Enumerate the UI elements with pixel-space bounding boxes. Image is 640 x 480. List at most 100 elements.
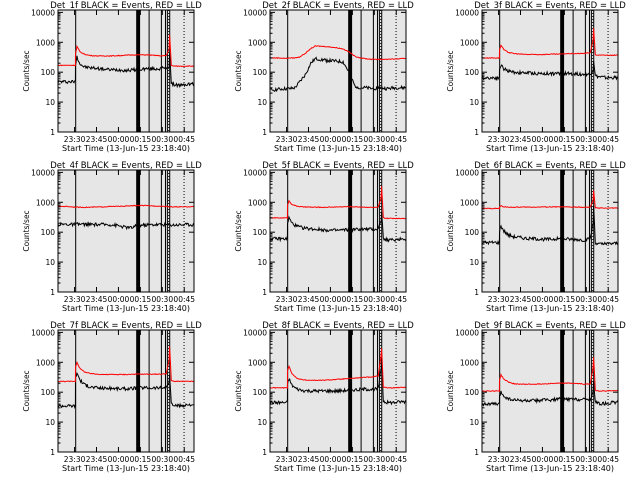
x-tick-label: 00:00 [532, 135, 554, 144]
y-tick-label: 10 [257, 98, 267, 107]
x-tick-label: 00:45 [385, 455, 407, 464]
y-tick-label: 10000 [31, 8, 55, 17]
axes-frame [481, 329, 619, 453]
series-events-line [269, 56, 406, 93]
y-tick-label: 1000 [460, 198, 479, 207]
x-tick-label: 00:15 [554, 295, 576, 304]
y-tick-label: 1000 [36, 38, 55, 47]
y-axis-label: Counts/sec [234, 210, 243, 251]
x-tick-label: 00:30 [151, 455, 173, 464]
y-tick-label: 1 [262, 448, 267, 457]
y-tick-label: 10000 [455, 168, 479, 177]
x-axis-label: Start Time (13-Jun-15 23:18:40) [274, 464, 402, 473]
plot-area [482, 330, 618, 452]
chart-title: Det_7f BLACK = Events, RED = LLD [50, 321, 202, 331]
x-tick-label: 00:30 [575, 455, 597, 464]
series-lld-line [269, 45, 407, 61]
y-tick-label: 1 [50, 128, 55, 137]
x-axis-label: Start Time (13-Jun-15 23:18:40) [62, 464, 190, 473]
x-tick-label: 00:45 [597, 455, 619, 464]
axes-frame [57, 329, 195, 453]
x-axis-label: Start Time (13-Jun-15 23:18:40) [486, 144, 614, 153]
series-lld-line [269, 186, 407, 220]
y-tick-label: 1000 [248, 198, 267, 207]
y-tick-label: 1000 [460, 38, 479, 47]
x-tick-label: 23:30 [488, 135, 510, 144]
y-tick-label: 1 [474, 288, 479, 297]
chart-panel-8: Det_8f BLACK = Events, RED = LLD 1 10 100 10… [234, 321, 414, 473]
x-tick-label: 23:30 [64, 455, 86, 464]
chart-panel-4: Det_4f BLACK = Events, RED = LLD 1 10 100 10… [22, 161, 202, 313]
x-axis-label: Start Time (13-Jun-15 23:18:40) [62, 144, 190, 153]
y-axis-label: Counts/sec [234, 370, 243, 411]
series-events-line [269, 357, 407, 406]
series-events-line [481, 61, 619, 82]
y-axis-label: Counts/sec [446, 50, 455, 91]
x-tick-label: 23:30 [276, 455, 298, 464]
x-tick-label: 00:15 [342, 295, 364, 304]
x-tick-label: 00:15 [554, 135, 576, 144]
y-tick-label: 1 [474, 448, 479, 457]
chart-panel-3: Det_3f BLACK = Events, RED = LLD 1 10 100 10… [446, 1, 626, 153]
x-tick-label: 23:30 [276, 295, 298, 304]
y-axis-label: Counts/sec [22, 50, 31, 91]
series-events-line [269, 211, 407, 243]
y-tick-label: 10 [469, 98, 479, 107]
y-tick-label: 10 [45, 258, 55, 267]
y-tick-label: 10 [257, 258, 267, 267]
x-tick-label: 23:30 [488, 295, 510, 304]
axes-frame [269, 169, 407, 293]
x-tick-label: 00:00 [320, 455, 342, 464]
y-tick-label: 100 [253, 228, 268, 237]
x-tick-label: 23:45 [298, 295, 320, 304]
chart-panel-5: Det_5f BLACK = Events, RED = LLD 1 10 100 10… [234, 161, 414, 313]
x-tick-label: 23:45 [510, 135, 532, 144]
axes-frame [57, 9, 195, 133]
y-tick-label: 1 [262, 128, 267, 137]
series-lld-line [481, 28, 619, 59]
x-tick-label: 00:45 [173, 135, 195, 144]
x-tick-label: 00:15 [554, 455, 576, 464]
x-tick-label: 23:30 [488, 455, 510, 464]
y-tick-label: 10 [45, 98, 55, 107]
x-tick-label: 00:15 [342, 455, 364, 464]
chart-panel-7: Det_7f BLACK = Events, RED = LLD 1 10 100 10… [22, 321, 202, 473]
series-lld-line [57, 346, 194, 383]
x-tick-label: 00:45 [385, 295, 407, 304]
x-tick-label: 00:00 [108, 295, 130, 304]
chart-title: Det_1f BLACK = Events, RED = LLD [50, 1, 202, 11]
x-axis-label: Start Time (13-Jun-15 23:18:40) [274, 304, 402, 313]
y-tick-label: 10000 [455, 8, 479, 17]
x-tick-label: 00:15 [130, 455, 152, 464]
x-tick-label: 00:45 [173, 455, 195, 464]
x-tick-label: 00:30 [363, 135, 385, 144]
y-tick-label: 1 [50, 288, 55, 297]
chart-title: Det_6f BLACK = Events, RED = LLD [474, 161, 626, 171]
x-tick-label: 00:45 [597, 295, 619, 304]
x-tick-label: 00:00 [532, 295, 554, 304]
axes-frame [481, 169, 619, 293]
chart-panel-9: Det_9f BLACK = Events, RED = LLD 1 10 100 10… [446, 321, 626, 473]
chart-title: Det_4f BLACK = Events, RED = LLD [50, 161, 202, 171]
x-tick-label: 00:00 [532, 455, 554, 464]
y-tick-label: 10000 [243, 328, 267, 337]
vertical-markers [75, 330, 185, 452]
y-axis-label: Counts/sec [446, 370, 455, 411]
x-tick-label: 00:15 [342, 135, 364, 144]
y-tick-label: 1 [50, 448, 55, 457]
y-axis-label: Counts/sec [22, 210, 31, 251]
x-tick-label: 23:30 [64, 135, 86, 144]
x-tick-label: 23:45 [510, 295, 532, 304]
x-tick-label: 00:00 [108, 135, 130, 144]
chart-title: Det_3f BLACK = Events, RED = LLD [474, 1, 626, 11]
x-tick-label: 00:30 [363, 295, 385, 304]
x-axis-label: Start Time (13-Jun-15 23:18:40) [274, 144, 402, 153]
x-tick-label: 23:45 [86, 135, 108, 144]
y-tick-label: 100 [41, 68, 56, 77]
x-tick-label: 23:45 [86, 295, 108, 304]
series-events-line [57, 221, 195, 231]
chart-panel-1: Det_1f BLACK = Events, RED = LLD 1 10 100 10… [22, 1, 202, 153]
series-events-line [58, 371, 195, 410]
vertical-markers [75, 10, 185, 132]
